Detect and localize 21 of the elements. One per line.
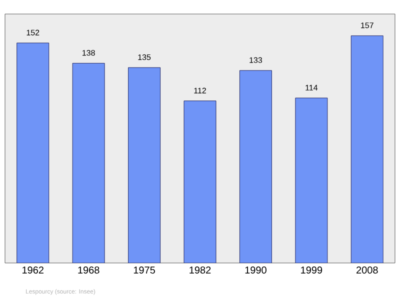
x-tick-label: 2008 (356, 266, 378, 274)
x-tick-label: 1999 (301, 266, 322, 274)
bar (128, 67, 160, 263)
x-tick-label: 1975 (134, 266, 155, 274)
data-label: 114 (306, 84, 318, 90)
bar (184, 100, 216, 263)
x-tick-label: 1962 (22, 266, 44, 274)
data-label: 152 (26, 30, 40, 36)
data-label: 112 (194, 88, 206, 94)
bar (72, 63, 105, 263)
x-tick-label: 1968 (78, 266, 100, 274)
data-label: 138 (82, 50, 95, 56)
data-label: 157 (361, 22, 374, 28)
x-tick-label: 1982 (190, 266, 211, 274)
x-tick-label: 1990 (245, 266, 266, 274)
bar (350, 36, 384, 263)
bar (240, 70, 272, 263)
data-label: 135 (138, 54, 151, 60)
bar (16, 42, 50, 263)
data-label: 133 (250, 57, 262, 63)
bar (295, 98, 328, 263)
